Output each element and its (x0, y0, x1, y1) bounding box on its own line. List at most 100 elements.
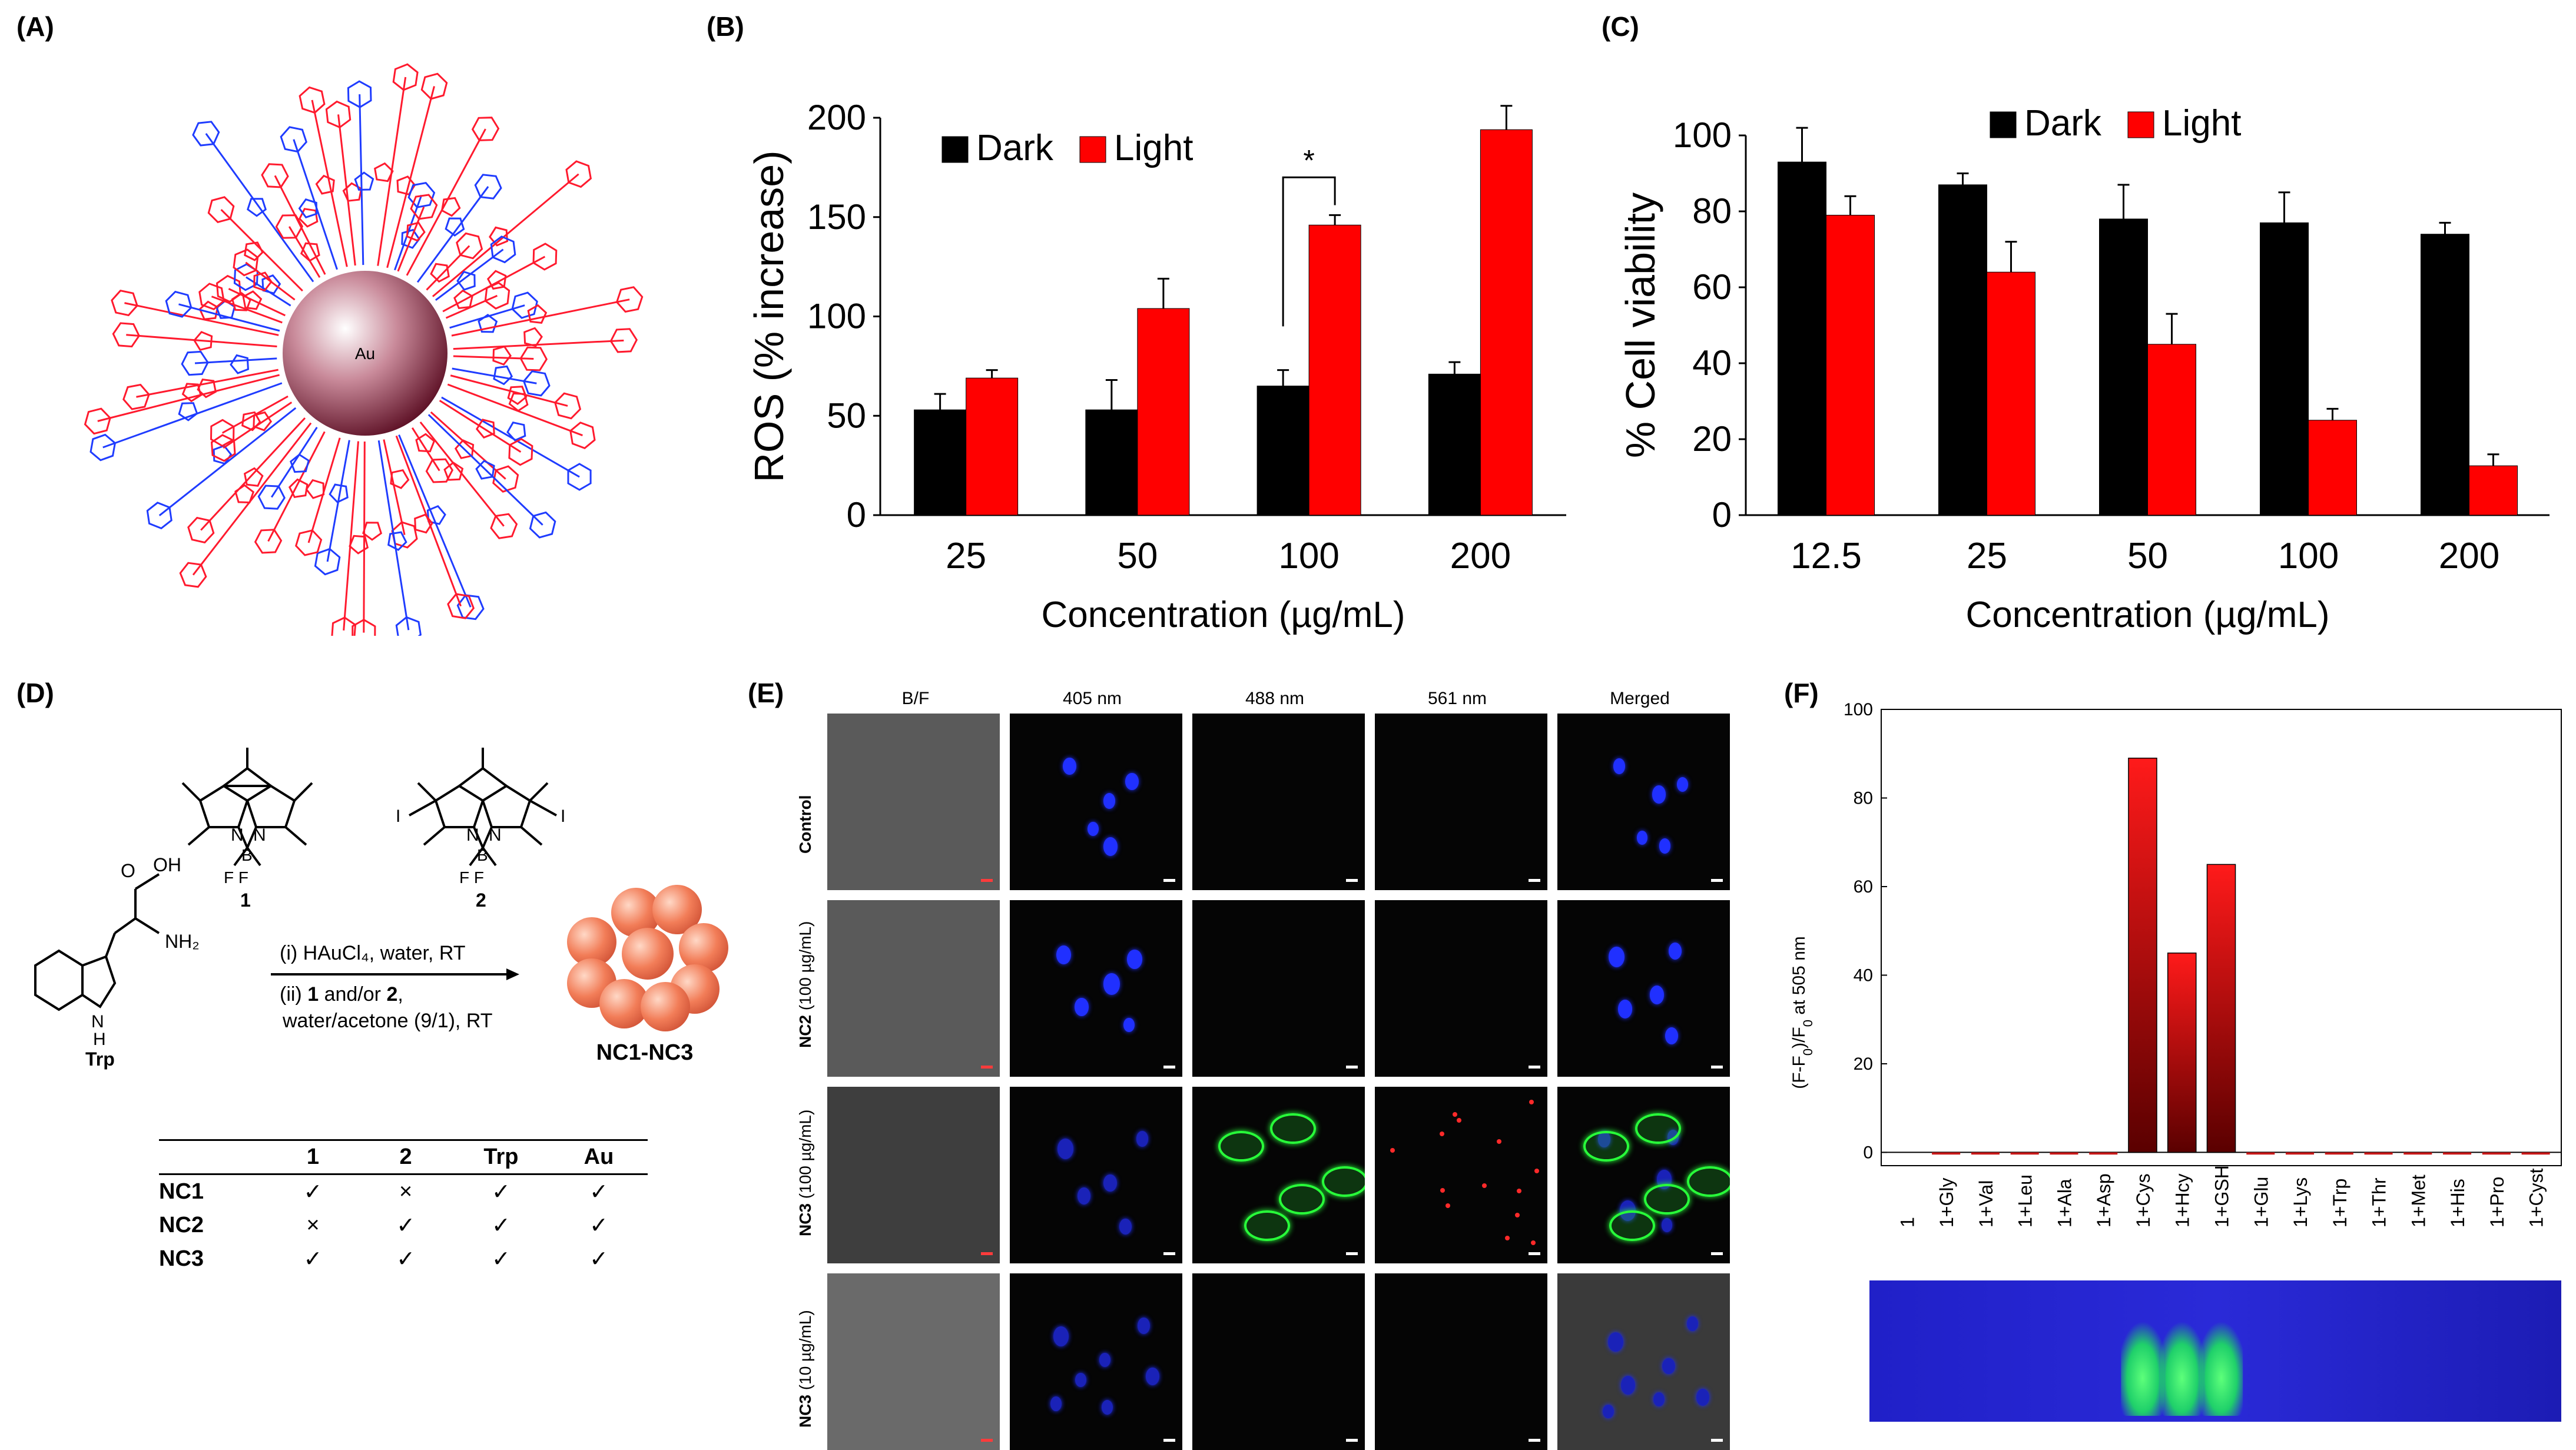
panel-a-schematic: Au (53, 24, 677, 647)
micrograph-r3-c1 (827, 1087, 1000, 1263)
indole-ring (257, 485, 286, 510)
micrograph-r3-c2 (1010, 1087, 1182, 1263)
pyrrole-ring (241, 411, 261, 432)
indole-ring (280, 126, 307, 153)
bodipy-ring (519, 346, 548, 371)
bar-dark (2260, 222, 2309, 516)
red-fluorescent-spot (1534, 1168, 1539, 1173)
table-header-cell: Trp (452, 1141, 550, 1175)
bodipy-ligand-chain (337, 114, 356, 266)
nucleus-blob (1676, 777, 1689, 792)
micrograph-r2-c3 (1192, 900, 1365, 1077)
y-axis-label: (F-F0)/F0 at 505 nm (1789, 936, 1815, 1089)
column-header-561: 561 nm (1427, 689, 1487, 708)
green-fluorescent-cell (1643, 1184, 1690, 1215)
scale-bar (1711, 1439, 1723, 1442)
amino-acid-fragment (261, 274, 281, 294)
nucleus-blob (1696, 1389, 1709, 1406)
amino-acid-fragment (506, 422, 526, 442)
red-fluorescent-spot (1530, 1240, 1536, 1245)
micrograph-r3-c5 (1557, 1087, 1730, 1263)
amino-acid-fragment (387, 531, 407, 551)
x-tick-label: 1+Gly (1936, 1178, 1957, 1227)
bar (2246, 1152, 2275, 1155)
bodipy-ligand-chain (411, 427, 440, 472)
pyrrole-ring (406, 221, 426, 242)
panel-label-a: (A) (16, 11, 54, 42)
nucleus-blob (1050, 1396, 1062, 1411)
bar-light (2147, 344, 2196, 516)
amino-acid-fragment (478, 313, 498, 333)
nucleus-blob (1662, 1218, 1673, 1232)
scale-bar (1163, 1066, 1175, 1069)
pyrrole-ring (390, 469, 410, 489)
bodipy-ring (425, 458, 454, 483)
pyrrole-ring (453, 289, 473, 310)
pyrrole-ring (414, 513, 433, 534)
amino-acid-fragment (456, 270, 476, 291)
bodipy-ring (299, 86, 326, 114)
bodipy-ligand-chain (419, 422, 505, 527)
row-label-control: Control (796, 795, 814, 854)
significance-bracket (1282, 176, 1336, 327)
condition-step1: (i) HAuCl₄, water, RT (280, 942, 466, 964)
scale-bar (1711, 1252, 1723, 1255)
compound-1-label: 1 (240, 890, 251, 911)
bodipy-ring (210, 419, 235, 447)
nucleus-blob (1137, 1318, 1150, 1334)
amino-acid-fragment (354, 171, 374, 191)
bodipy-ring (490, 513, 518, 539)
bodipy-ring (532, 243, 558, 271)
amino-acid-fragment (298, 198, 318, 218)
indole-ring (165, 290, 193, 318)
y-tick-label: 200 (807, 98, 866, 137)
bodipy-ligand-chain (124, 302, 279, 336)
panel-f-chart: (F-F0)/F0 at 505 nm 0 20 40 60 80 100 1 1+Gly 1+… (1778, 689, 2567, 1431)
scale-bar (1346, 1066, 1358, 1069)
column-header-bf: B/F (901, 689, 930, 708)
y-tick-label: 60 (1854, 877, 1873, 897)
iodine-right: I (561, 807, 565, 826)
bar-dark (1085, 409, 1138, 516)
red-fluorescent-spot (1390, 1148, 1395, 1153)
trp-oh: OH (153, 854, 181, 875)
nucleus-blob (1075, 998, 1089, 1016)
x-tick-label: 12.5 (1791, 536, 1862, 576)
amino-acid-fragment (475, 460, 495, 480)
panel-label-d: (D) (16, 678, 54, 708)
pyrrole-ring (523, 327, 543, 347)
nucleus-blob (1103, 837, 1118, 856)
scale-bar (1163, 1439, 1175, 1442)
n-atom-1b: N (253, 825, 266, 845)
red-fluorescent-spot (1440, 1131, 1445, 1136)
pyrrole-ring (430, 263, 450, 283)
x-tick-label: 100 (2278, 536, 2339, 576)
bodipy-ring (210, 434, 236, 462)
x-tick-label: 25 (946, 536, 986, 576)
bodipy-ring (565, 160, 592, 188)
nucleus-blob (1620, 1376, 1636, 1395)
indole-ring (407, 181, 436, 208)
nucleus-blob (1652, 785, 1666, 804)
pyrrole-ring (300, 242, 320, 262)
trp-ligand-chain (398, 434, 472, 608)
trp-nh2: NH₂ (165, 931, 200, 952)
iodine-left: I (396, 807, 400, 826)
green-fluorescent-cell (1583, 1131, 1629, 1162)
y-axis-label: ROS (% increase) (746, 150, 792, 482)
fluorines-2: F F (459, 868, 484, 887)
bodipy-ligand-chain (395, 435, 462, 607)
trp-ligand-chain (427, 414, 543, 526)
red-fluorescent-spot (1481, 1183, 1487, 1189)
red-fluorescent-spot (1496, 1139, 1501, 1144)
bar-dark (1938, 184, 1987, 516)
indole-ring (490, 235, 516, 264)
table-cell: ✓ (303, 1180, 323, 1205)
scale-bar (981, 1439, 993, 1442)
scale-bar (1711, 879, 1723, 882)
ligand-shell (84, 63, 644, 647)
table-header-cell: Au (549, 1141, 648, 1175)
scale-bar (1346, 879, 1358, 882)
scale-bar (1529, 1066, 1540, 1069)
bar-light (966, 377, 1019, 516)
